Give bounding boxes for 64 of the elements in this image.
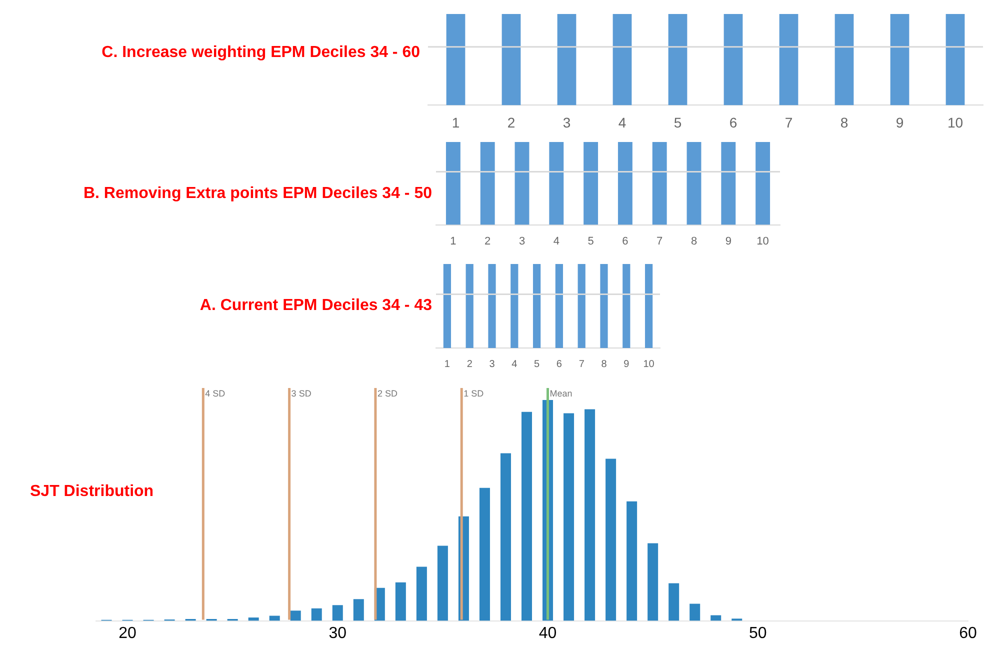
x-tick-label: 10 (643, 358, 655, 370)
bar (521, 412, 532, 621)
x-tick-label: 4 (512, 358, 518, 370)
bar (564, 413, 574, 621)
x-tick-label: 6 (729, 114, 738, 130)
bar (311, 608, 322, 621)
text: B. Removing Extra points EPM Deciles 34 - 50 (82, 185, 432, 203)
x-tick-label: 3 (518, 235, 526, 248)
x-tick-label: 2 (507, 114, 516, 130)
bar (648, 543, 658, 621)
bar (416, 566, 427, 621)
x-tick-label: 1 (444, 358, 450, 370)
bar (626, 501, 638, 621)
x-tick-label: 7 (656, 235, 663, 248)
x-tick-label: 4 (618, 114, 626, 130)
x-tick-label: 8 (840, 114, 848, 130)
bar (500, 453, 511, 621)
x-tick-label: 9 (624, 358, 630, 370)
x-tick-label: 3 (562, 114, 571, 130)
x-tick-label: 5 (588, 235, 594, 248)
ref-line-label: Mean (550, 388, 572, 398)
x-tick-label: 10 (947, 114, 964, 130)
bar (584, 409, 596, 621)
x-tick-label: 60 (959, 624, 977, 642)
x-tick-label: 8 (690, 235, 698, 248)
x-tick-label: 5 (534, 358, 540, 370)
ref-line-label: 3 SD (291, 388, 312, 398)
ref-line-label: 2 SD (377, 388, 398, 398)
x-tick-label: 50 (748, 624, 767, 642)
bar (290, 610, 301, 621)
bar (437, 546, 448, 621)
bar (710, 615, 722, 621)
x-tick-label: 9 (896, 114, 904, 130)
ref-line-label: 1 SD (464, 388, 484, 398)
x-tick-label: 9 (725, 235, 732, 248)
bar (668, 583, 680, 621)
x-tick-label: 8 (601, 358, 608, 370)
bar (353, 599, 364, 621)
text: C. Increase weighting EPM Deciles 34 - 60 (100, 44, 420, 62)
x-tick-label: 3 (489, 358, 496, 370)
x-tick-label: 7 (784, 114, 793, 130)
bar (248, 617, 259, 621)
bar (395, 582, 406, 621)
x-tick-label: 6 (622, 235, 628, 248)
x-tick-label: 2 (484, 235, 491, 248)
x-tick-label: 40 (538, 624, 557, 642)
bar (332, 605, 343, 621)
bar (479, 488, 490, 621)
x-tick-label: 5 (674, 114, 682, 130)
bar (690, 604, 700, 621)
x-tick-label: 6 (556, 358, 562, 370)
x-tick-label: 30 (328, 624, 347, 642)
text: A. Current EPM Deciles 34 - 43 (198, 297, 432, 315)
x-tick-label: 20 (118, 624, 137, 642)
x-tick-label: 7 (578, 358, 585, 370)
x-tick-label: 2 (466, 358, 473, 370)
bar (269, 616, 280, 621)
x-tick-label: 4 (553, 235, 560, 248)
x-tick-label: 1 (452, 114, 460, 130)
text: SJT Distribution (30, 483, 155, 501)
x-tick-label: 1 (450, 235, 456, 248)
x-tick-label: 10 (756, 235, 769, 248)
ref-line-label: 4 SD (205, 388, 226, 398)
bar (606, 458, 616, 621)
